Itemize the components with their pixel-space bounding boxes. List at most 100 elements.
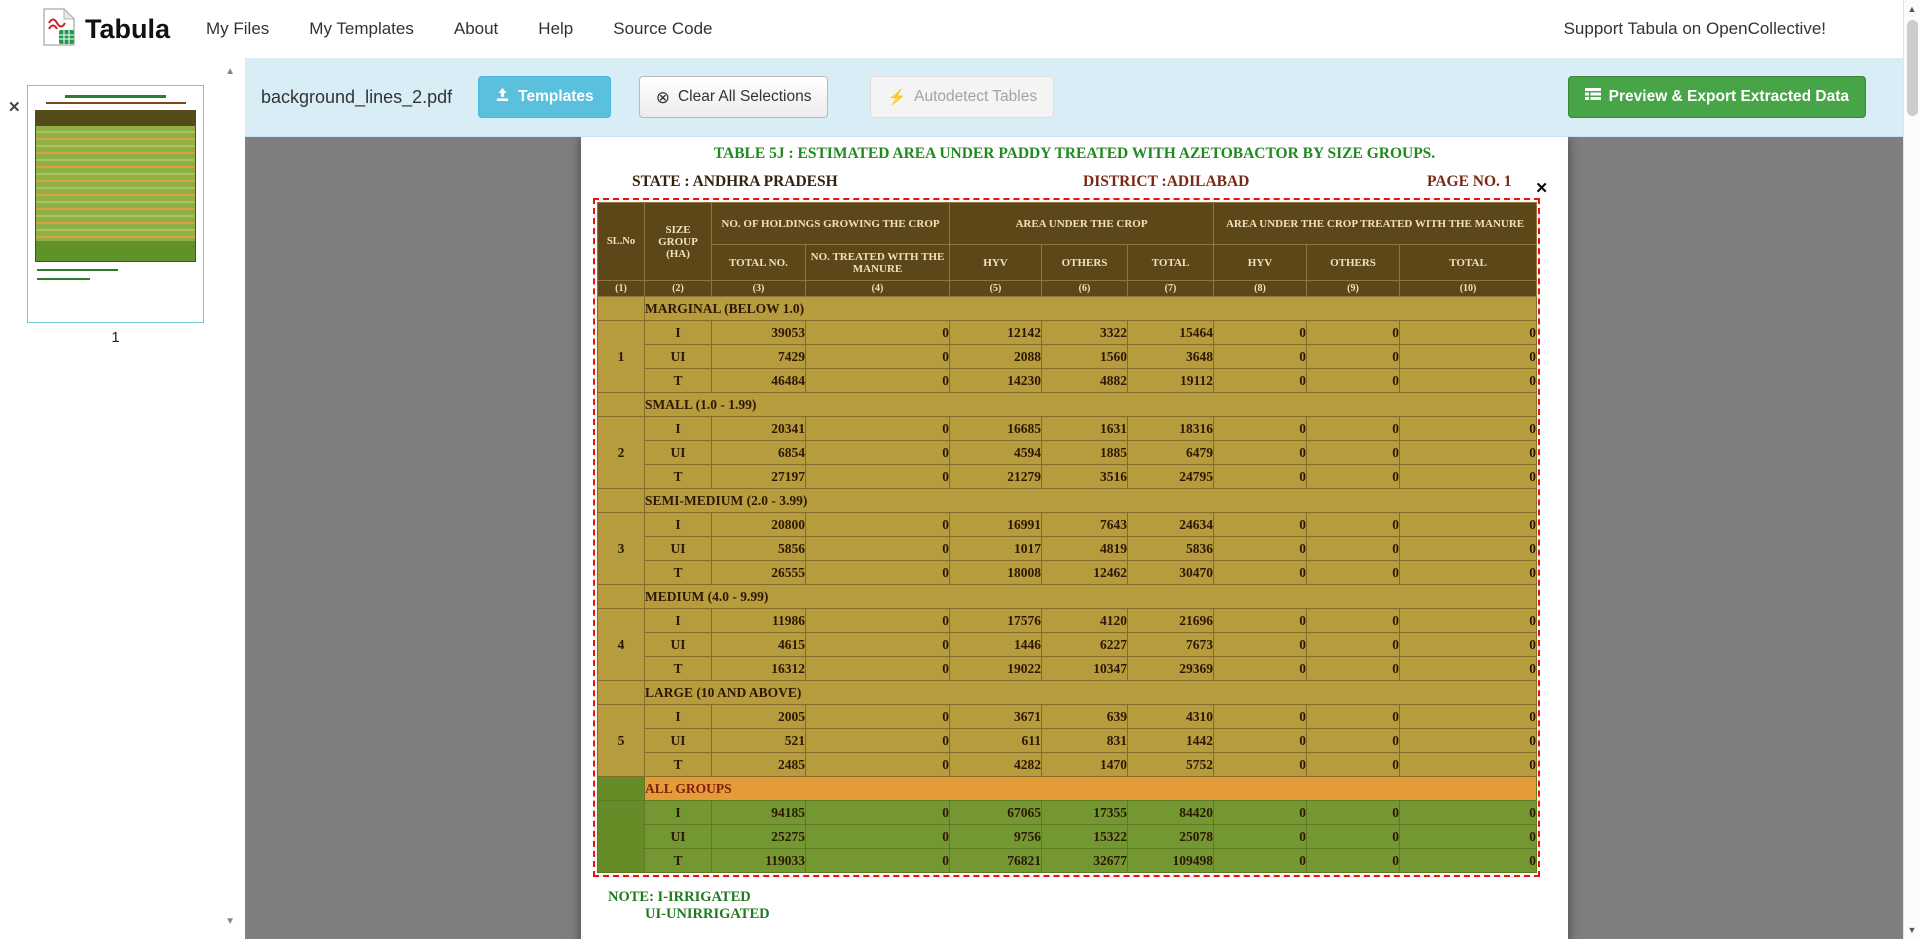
nav-item-my-files[interactable]: My Files: [206, 19, 270, 38]
value-cell: 0: [1399, 416, 1538, 441]
column-subheader: NO. TREATED WITH THE MANURE: [804, 244, 951, 281]
value-cell: 0: [1213, 800, 1308, 825]
nav-item-my-templates[interactable]: My Templates: [309, 19, 414, 38]
value-cell: 0: [804, 440, 951, 465]
value-cell: 0: [1213, 848, 1308, 873]
value-cell: 6479: [1127, 440, 1215, 465]
value-cell: 0: [1306, 656, 1401, 681]
group-label: ALL GROUPS: [643, 776, 1538, 801]
autodetect-lightning-icon: ⚡: [887, 89, 907, 106]
nav-item-source-code[interactable]: Source Code: [613, 19, 713, 38]
table-row: T 26555 0 18008 12462 30470 0 0 0: [598, 560, 1538, 585]
value-cell: 0: [1213, 512, 1308, 537]
value-cell: 76821: [949, 848, 1043, 873]
value-cell: 0: [1213, 536, 1308, 561]
table-row: T 119033 0 76821 32677 109498 0 0 0: [598, 848, 1538, 873]
group-label: MEDIUM (4.0 - 9.99): [643, 584, 1538, 609]
value-cell: 10347: [1041, 656, 1129, 681]
value-cell: 12142: [949, 320, 1043, 345]
page-thumbnail[interactable]: [27, 85, 204, 323]
value-cell: 4594: [949, 440, 1043, 465]
preview-export-button[interactable]: Preview & Export Extracted Data: [1567, 76, 1866, 118]
clear-all-selections-button[interactable]: ⊗ Clear All Selections: [638, 76, 829, 118]
row-type-cell: UI: [644, 536, 712, 561]
scrollbar-down-arrow-icon[interactable]: ▼: [1907, 925, 1917, 935]
brand-link[interactable]: Tabula: [42, 7, 170, 52]
pdf-data-table: SL.No SIZE GROUP (HA) NO. OF HOLDINGS GR…: [597, 202, 1538, 873]
value-cell: 0: [804, 608, 951, 633]
value-cell: 0: [804, 656, 951, 681]
value-cell: 0: [1306, 848, 1401, 873]
value-cell: 0: [1306, 560, 1401, 585]
value-cell: 0: [1399, 560, 1538, 585]
value-cell: 24634: [1127, 512, 1215, 537]
group-label: SMALL (1.0 - 1.99): [643, 392, 1538, 417]
value-cell: 4819: [1041, 536, 1129, 561]
document-header-line: STATE : ANDHRA PRADESH DISTRICT :ADILABA…: [581, 173, 1568, 193]
templates-button[interactable]: Templates: [478, 76, 611, 118]
value-cell: 32677: [1041, 848, 1129, 873]
group-label-row: ALL GROUPS: [597, 776, 1538, 801]
group-label: MARGINAL (BELOW 1.0): [643, 296, 1538, 321]
column-number: (6): [1041, 280, 1129, 297]
group-label-row: LARGE (10 AND ABOVE): [597, 680, 1538, 705]
value-cell: 3516: [1041, 464, 1129, 489]
pdf-page[interactable]: TABLE 5J : ESTIMATED AREA UNDER PADDY TR…: [581, 137, 1568, 939]
table-row: 2 I 20341 0 16685 1631 18316 0 0 0: [597, 416, 1538, 489]
column-subheader: TOTAL NO.: [711, 244, 806, 281]
value-cell: 4310: [1127, 704, 1215, 729]
table-row: UI 4615 0 1446 6227 7673 0 0 0: [598, 632, 1538, 657]
support-link[interactable]: Support Tabula on OpenCollective!: [1563, 19, 1826, 38]
document-title: TABLE 5J : ESTIMATED AREA UNDER PADDY TR…: [713, 145, 1436, 162]
column-number: (8): [1213, 280, 1308, 297]
table-row: UI 5856 0 1017 4819 5836 0 0 0: [598, 536, 1538, 561]
scrollbar-thumb[interactable]: [1907, 20, 1918, 116]
remove-page-button[interactable]: ✕: [8, 99, 21, 116]
value-cell: 0: [1399, 512, 1538, 537]
value-cell: 25275: [711, 824, 806, 849]
table-row: UI 521 0 611 831 1442 0 0 0: [598, 728, 1538, 753]
sidebar-scroll-up-icon[interactable]: ▲: [225, 66, 235, 77]
remove-selection-button[interactable]: ✕: [1535, 180, 1548, 197]
row-type-cell: I: [644, 704, 712, 729]
thumbnail-table-header: [36, 111, 195, 126]
row-type-cell: UI: [644, 728, 712, 753]
autodetect-tables-button[interactable]: ⚡ Autodetect Tables: [870, 76, 1055, 118]
value-cell: 17576: [949, 608, 1043, 633]
table-row: 3 I 20800 0 16991 7643 24634 0 0 0: [597, 512, 1538, 585]
value-cell: 0: [804, 416, 951, 441]
table-row: 1 I 39053 0 12142 3322 15464 0 0 0: [597, 320, 1538, 393]
table-row: 5 I 2005 0 3671 639 4310 0 0 0: [597, 704, 1538, 777]
navbar: Tabula My Files My Templates About Help …: [0, 0, 1920, 58]
value-cell: 2088: [949, 344, 1043, 369]
value-cell: 0: [804, 632, 951, 657]
export-table-icon: [1584, 87, 1601, 107]
value-cell: 0: [804, 536, 951, 561]
value-cell: 21279: [949, 464, 1043, 489]
value-cell: 0: [1213, 656, 1308, 681]
value-cell: 0: [1306, 416, 1401, 441]
value-cell: 0: [1213, 416, 1308, 441]
value-cell: 1470: [1041, 752, 1129, 777]
value-cell: 12462: [1041, 560, 1129, 585]
row-type-cell: UI: [644, 824, 712, 849]
value-cell: 9756: [949, 824, 1043, 849]
value-cell: 0: [1399, 728, 1538, 753]
value-cell: 16685: [949, 416, 1043, 441]
scrollbar-up-arrow-icon[interactable]: ▲: [1907, 4, 1917, 14]
nav-item-about[interactable]: About: [453, 19, 499, 38]
table-row: T 2485 0 4282 1470 5752 0 0 0: [598, 752, 1538, 777]
thumbnail-subtitle-line: [45, 102, 186, 104]
sidebar-scroll-down-icon[interactable]: ▼: [225, 916, 235, 927]
nav-item-help[interactable]: Help: [538, 19, 574, 38]
value-cell: 4615: [711, 632, 806, 657]
vertical-scrollbar[interactable]: ▲ ▼: [1903, 0, 1920, 939]
value-cell: 0: [804, 512, 951, 537]
table-row: 4 I 11986 0 17576 4120 21696 0 0 0: [597, 608, 1538, 681]
header-area-treated: AREA UNDER THE CROP TREATED WITH THE MAN…: [1213, 202, 1538, 245]
value-cell: 94185: [711, 800, 806, 825]
value-cell: 0: [1399, 440, 1538, 465]
value-cell: 18008: [949, 560, 1043, 585]
column-subheader: HYV: [949, 244, 1043, 281]
value-cell: 0: [1306, 752, 1401, 777]
